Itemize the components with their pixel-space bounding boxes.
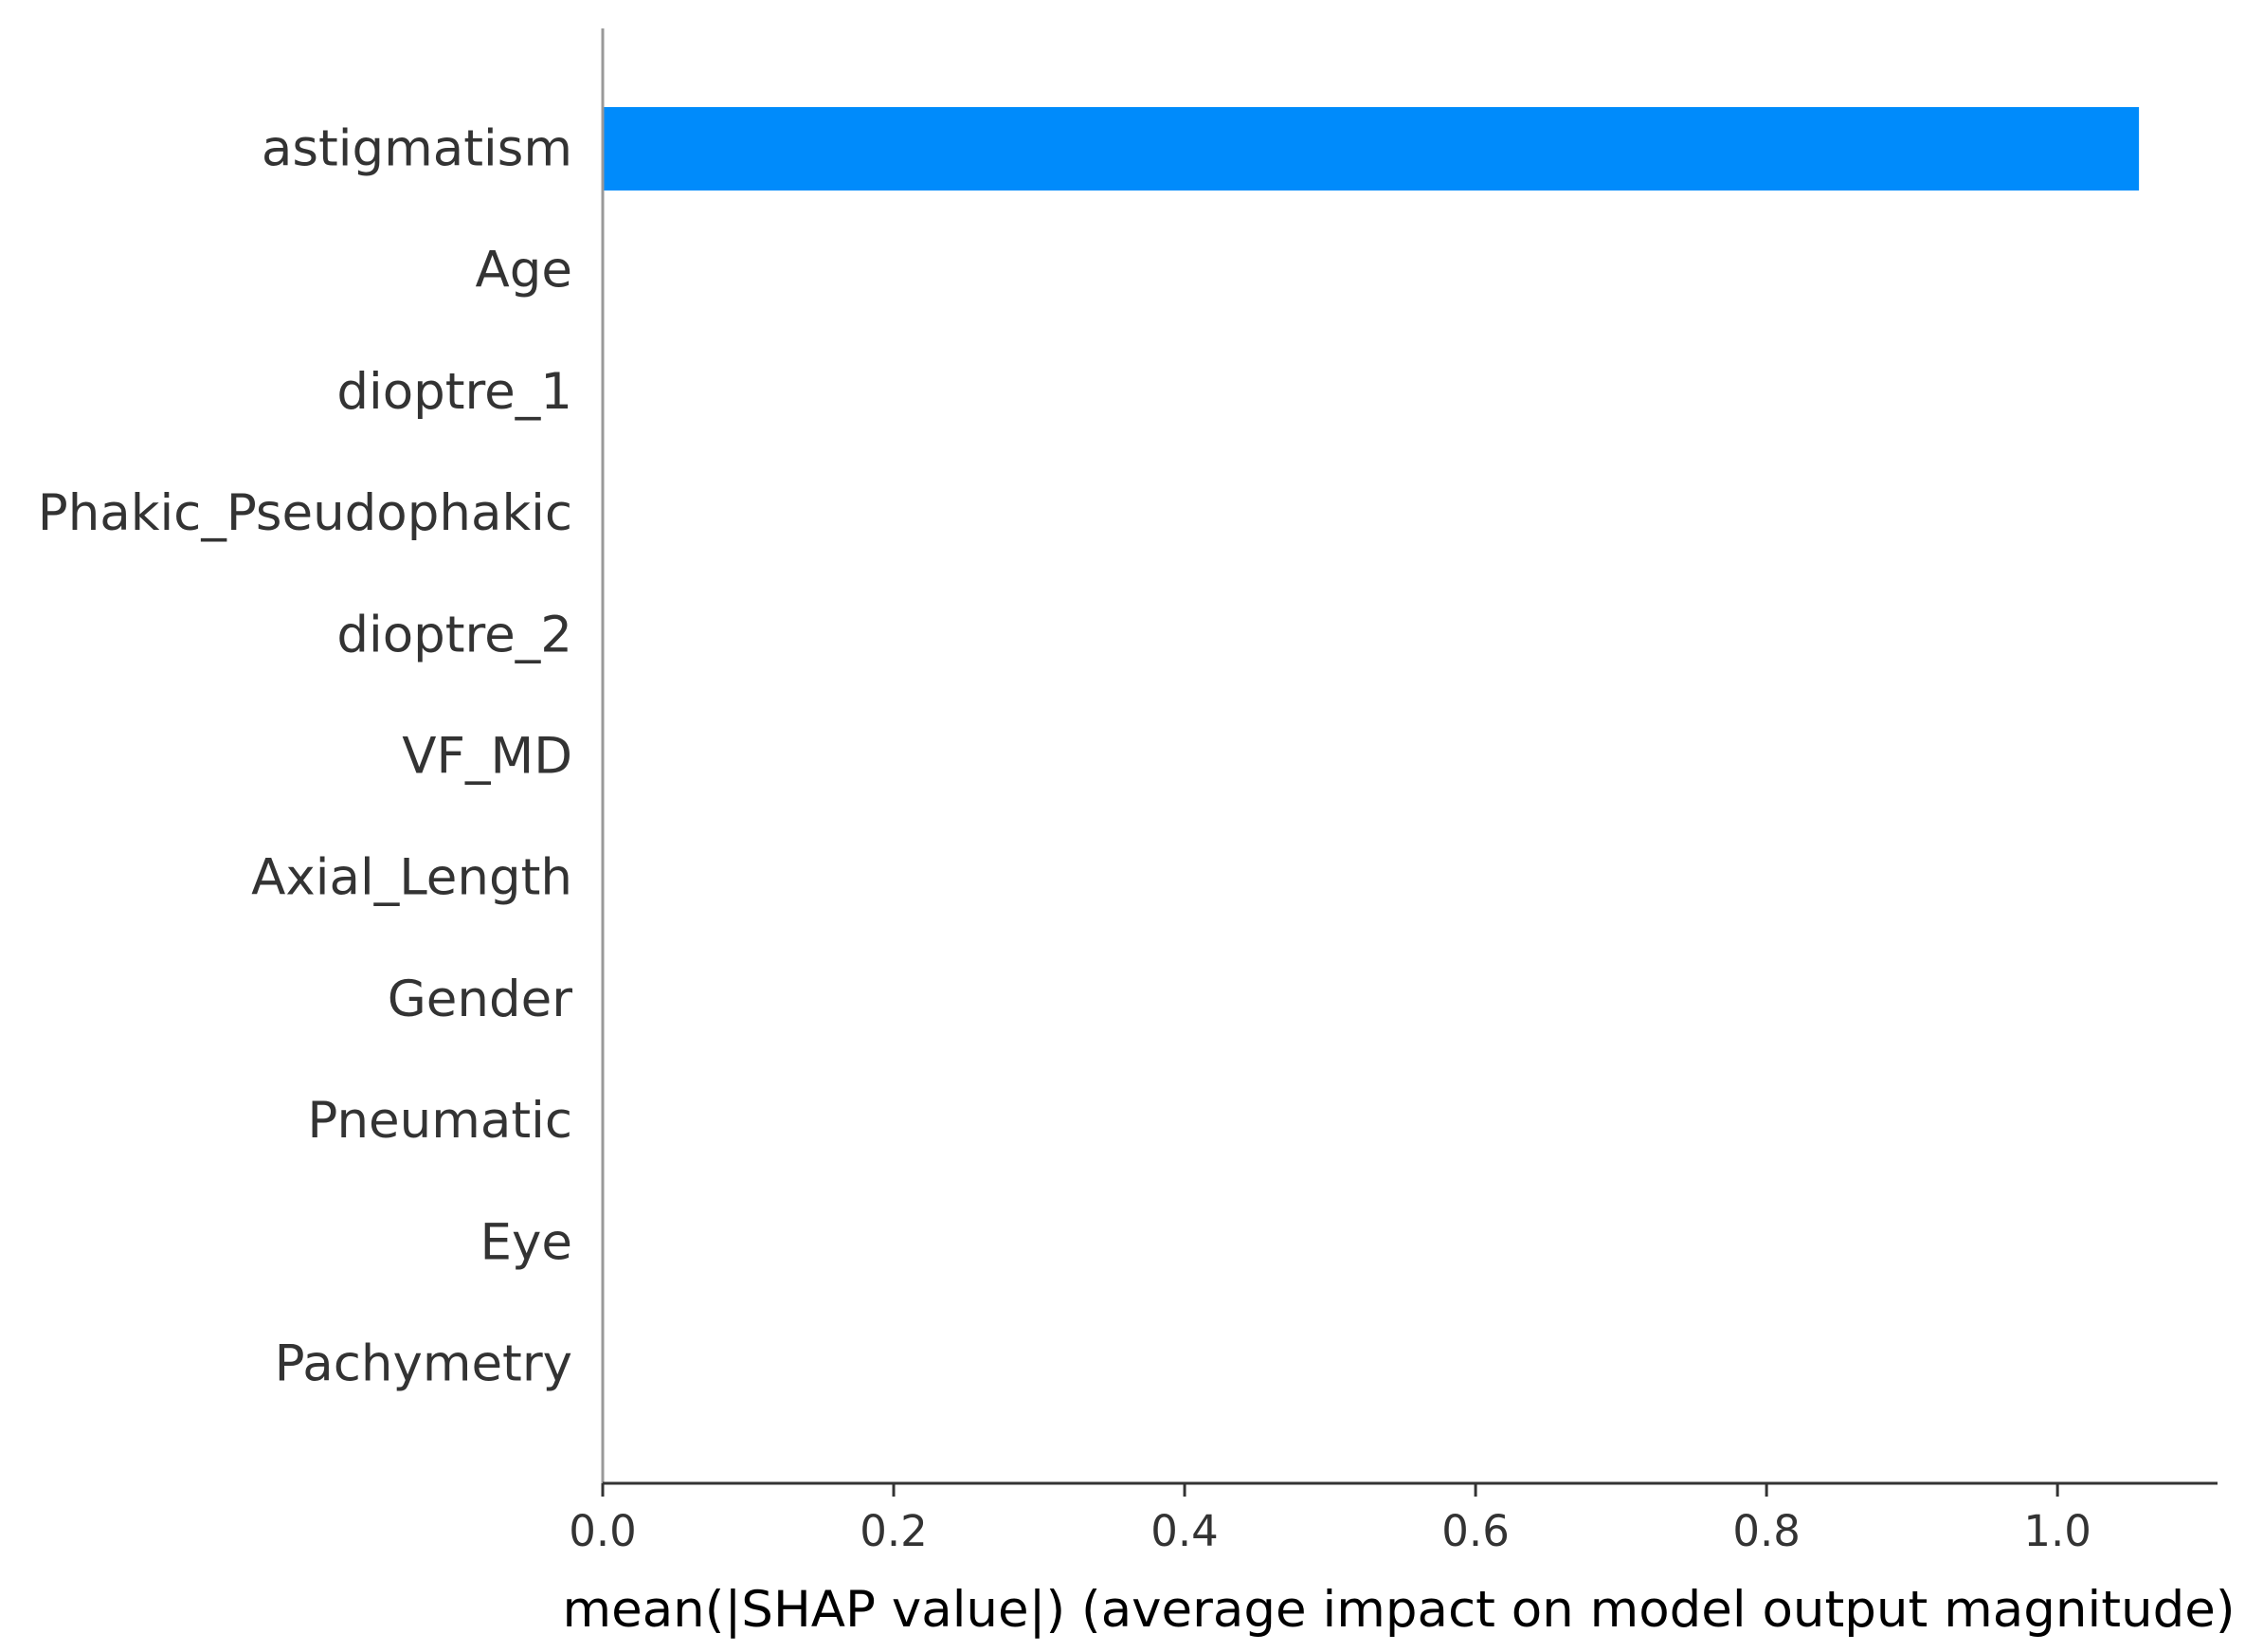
y-tick-label: dioptre_1	[336, 363, 572, 421]
y-tick-label: Pneumatic	[307, 1092, 572, 1150]
y-tick-label: Gender	[388, 971, 573, 1028]
x-tick-label: 0.8	[1732, 1506, 1801, 1556]
y-tick-labels: astigmatism Age dioptre_1 Phakic_Pseudophak…	[38, 120, 572, 1393]
bars-layer	[603, 107, 2140, 191]
y-tick-label: astigmatism	[262, 120, 572, 178]
x-tick-label: 1.0	[2023, 1506, 2091, 1556]
x-axis-label: mean(|SHAP value|) (average impact on mo…	[562, 1581, 2235, 1639]
bar-astigmatism	[603, 107, 2140, 191]
y-tick-label: VF_MD	[402, 728, 572, 786]
y-tick-label: Pachymetry	[275, 1335, 572, 1393]
x-tick-label: 0.6	[1441, 1506, 1510, 1556]
y-tick-label: Axial_Length	[251, 849, 572, 907]
x-tick-label: 0.0	[569, 1506, 637, 1556]
y-tick-label: Eye	[480, 1213, 572, 1271]
y-tick-label: Age	[475, 242, 572, 300]
y-tick-label: Phakic_Pseudophakic	[38, 484, 572, 542]
x-tick-label: 0.2	[860, 1506, 928, 1556]
x-axis-ticks: 0.0 0.2 0.4 0.6 0.8 1.0	[569, 1483, 2091, 1556]
y-tick-label: dioptre_2	[336, 606, 572, 663]
x-tick-label: 0.4	[1150, 1506, 1219, 1556]
